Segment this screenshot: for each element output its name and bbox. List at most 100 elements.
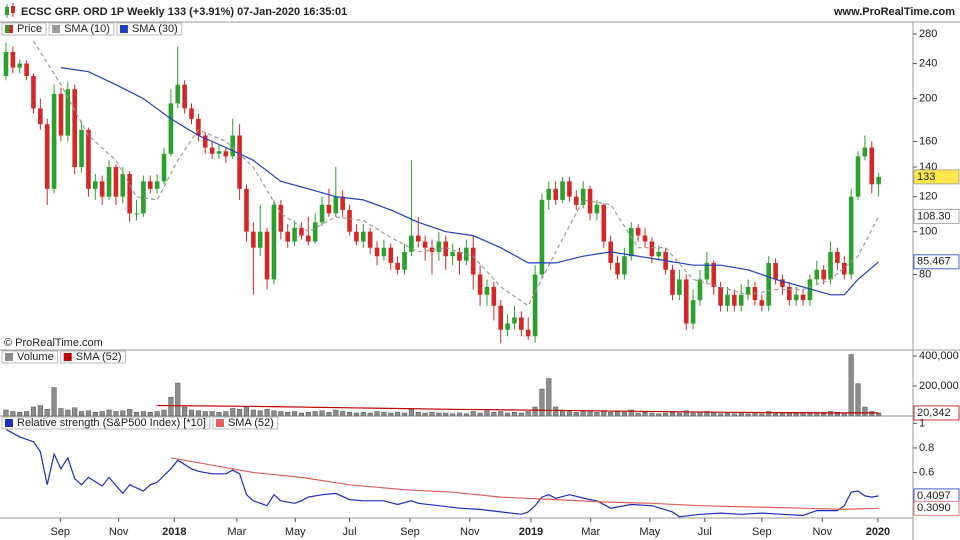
volume-bar <box>470 411 476 417</box>
candle-body <box>24 63 29 76</box>
volume-bar <box>188 409 195 417</box>
legend-label: Volume <box>17 351 54 363</box>
volume-bar <box>731 413 737 417</box>
legend-box <box>212 416 279 430</box>
line-series <box>157 404 879 414</box>
candle-body <box>168 103 174 154</box>
volume-bar <box>594 412 600 417</box>
volume-bar <box>44 409 50 417</box>
candle-body <box>704 262 710 280</box>
candle-body <box>718 286 723 306</box>
candle-body <box>3 51 9 76</box>
x-tick-label: Jul <box>343 526 357 538</box>
candle-body <box>677 279 682 295</box>
candle-body <box>99 181 105 197</box>
volume-bar <box>779 413 785 417</box>
candle-body <box>360 231 366 242</box>
candle-body <box>189 108 194 119</box>
volume-bar <box>697 412 703 417</box>
candle-body <box>869 147 875 185</box>
volume-bar <box>140 411 146 417</box>
volume-bar <box>800 412 806 417</box>
volume-bar <box>422 412 428 417</box>
volume-bar <box>463 413 469 417</box>
volume-bar <box>388 412 394 417</box>
volume-bar <box>271 410 277 417</box>
line-series <box>5 428 879 518</box>
volume-bar <box>580 411 586 417</box>
x-tick-label: Nov <box>460 526 480 538</box>
value-badge-label: 0.3090 <box>917 502 951 514</box>
value-badge-label: 133 <box>917 171 935 183</box>
candle-body <box>635 227 641 236</box>
candle-body <box>299 227 304 236</box>
volume-bar <box>17 412 23 417</box>
volume-bar <box>243 406 250 417</box>
candle-body <box>780 279 785 287</box>
candle-body <box>690 300 696 324</box>
candle-body <box>395 262 400 270</box>
volume-bar <box>147 412 153 417</box>
candle-body <box>732 294 737 306</box>
volume-bar <box>113 411 119 417</box>
candle-body <box>285 231 291 242</box>
candle-body <box>106 167 112 197</box>
y-tick-label: 1 <box>919 417 925 429</box>
volume-bar <box>683 410 689 417</box>
candle-body <box>422 241 428 248</box>
app-icon <box>5 3 15 18</box>
volume-bar <box>209 411 215 417</box>
candle-body <box>72 89 77 168</box>
volume-bar <box>484 410 490 417</box>
candle-body <box>38 108 43 125</box>
volume-bar <box>367 412 373 417</box>
volume-bar <box>553 406 559 417</box>
candle-body <box>498 305 504 330</box>
candle-body <box>319 204 325 223</box>
volume-bar <box>635 412 641 417</box>
candle-body <box>828 251 833 280</box>
volume-bar <box>408 409 414 417</box>
volume-bar <box>814 412 820 417</box>
watermark: © ProRealTime.com <box>4 337 103 349</box>
volume-bar <box>827 411 834 417</box>
candle-body <box>147 181 153 189</box>
candle-body <box>17 63 23 68</box>
header-title: ECSC GRP. ORD 1P Weekly 133 (+3.91%) 07-… <box>21 6 347 18</box>
candle-body <box>553 188 558 200</box>
volume-bar <box>99 411 105 417</box>
x-tick-label: Nov <box>109 526 129 538</box>
legend-swatch <box>5 353 13 361</box>
x-tick-label: 2020 <box>866 526 890 538</box>
volume-bar <box>72 407 78 417</box>
volume-bar <box>154 411 160 417</box>
candle-body <box>306 235 311 242</box>
candle-body <box>773 262 778 280</box>
legend-label: SMA (52) <box>76 351 122 363</box>
candle-body <box>642 235 648 242</box>
candle-body <box>491 286 497 306</box>
volume-bar <box>429 412 435 417</box>
volume-bar <box>127 409 133 417</box>
candle-body <box>477 274 483 295</box>
candle-body <box>65 89 71 136</box>
candle-body <box>374 247 380 257</box>
candle-body <box>10 51 16 68</box>
volume-bar <box>532 406 538 417</box>
candle-body <box>443 241 449 257</box>
candle-body <box>683 279 689 324</box>
volume-bar <box>305 412 311 417</box>
volume-bar <box>752 412 758 417</box>
volume-bar <box>65 409 71 417</box>
volume-bar <box>539 388 545 417</box>
candle-body <box>58 93 64 136</box>
candle-body <box>587 188 593 214</box>
candle-body <box>505 323 510 330</box>
volume-bar <box>133 412 140 417</box>
candle-body <box>876 176 881 185</box>
candle-body <box>759 300 765 306</box>
candle-body <box>264 231 270 280</box>
candle-body <box>31 75 36 109</box>
volume-bar <box>855 383 861 417</box>
volume-bar <box>456 412 463 417</box>
